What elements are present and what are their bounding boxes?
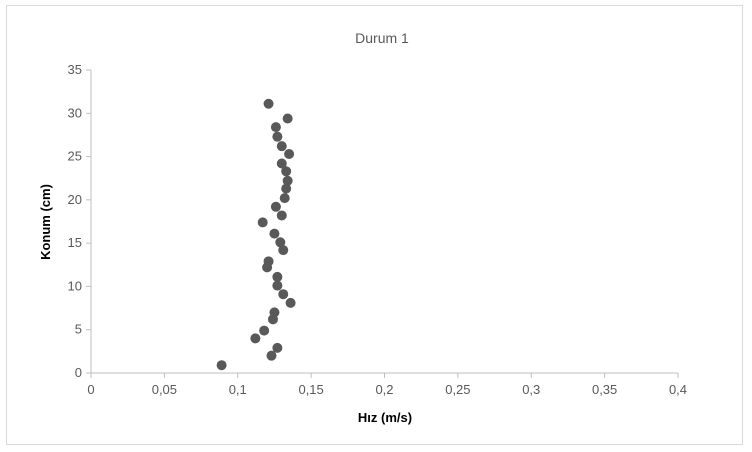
x-tick-label: 0,15 [298, 382, 323, 397]
data-point [285, 297, 296, 308]
x-tick-label: 0,3 [522, 382, 540, 397]
data-point [250, 333, 261, 344]
x-tick-label: 0,4 [669, 382, 687, 397]
y-tick-label: 25 [68, 149, 82, 164]
y-tick-label: 35 [68, 62, 82, 77]
data-point [270, 122, 281, 133]
data-point [282, 175, 293, 186]
y-tick-label: 5 [75, 322, 82, 337]
data-point [272, 280, 283, 291]
data-point [272, 271, 283, 282]
y-tick-label: 30 [68, 105, 82, 120]
data-point [269, 307, 280, 318]
x-tick-label: 0 [87, 382, 94, 397]
data-point [282, 113, 293, 124]
data-point [281, 183, 292, 194]
data-point [278, 289, 289, 300]
data-point [269, 228, 280, 239]
x-tick-label: 0,1 [229, 382, 247, 397]
data-point [266, 350, 277, 361]
x-tick-label: 0,2 [375, 382, 393, 397]
data-point [284, 148, 295, 159]
axes: 0 5 10 15 20 25 30 35 0 0,05 0,1 0,15 0,2 0,25 0,3 0,35… [68, 62, 688, 397]
data-point [257, 217, 268, 228]
data-point [275, 237, 286, 248]
y-tick-label: 15 [68, 235, 82, 250]
data-point [281, 166, 292, 177]
data-point [270, 201, 281, 212]
x-tick-label: 0,25 [445, 382, 470, 397]
data-points [216, 98, 296, 371]
x-tick-label: 0,35 [592, 382, 617, 397]
data-point [272, 131, 283, 142]
chart-title: Durum 1 [355, 30, 409, 46]
y-axis-title: Konum (cm) [38, 184, 53, 260]
data-point [263, 256, 274, 267]
data-point [272, 342, 283, 353]
y-tick-label: 0 [75, 365, 82, 380]
data-point [279, 193, 290, 204]
data-point [259, 325, 270, 336]
y-tick-label: 10 [68, 278, 82, 293]
x-axis-title: Hız (m/s) [358, 410, 412, 425]
chart-area [6, 5, 743, 445]
data-point [276, 210, 287, 221]
data-point [263, 98, 274, 109]
data-point [216, 360, 227, 371]
y-tick-label: 20 [68, 192, 82, 207]
x-tick-label: 0,05 [152, 382, 177, 397]
data-point [276, 141, 287, 152]
data-point [276, 158, 287, 169]
data-point [278, 245, 289, 256]
